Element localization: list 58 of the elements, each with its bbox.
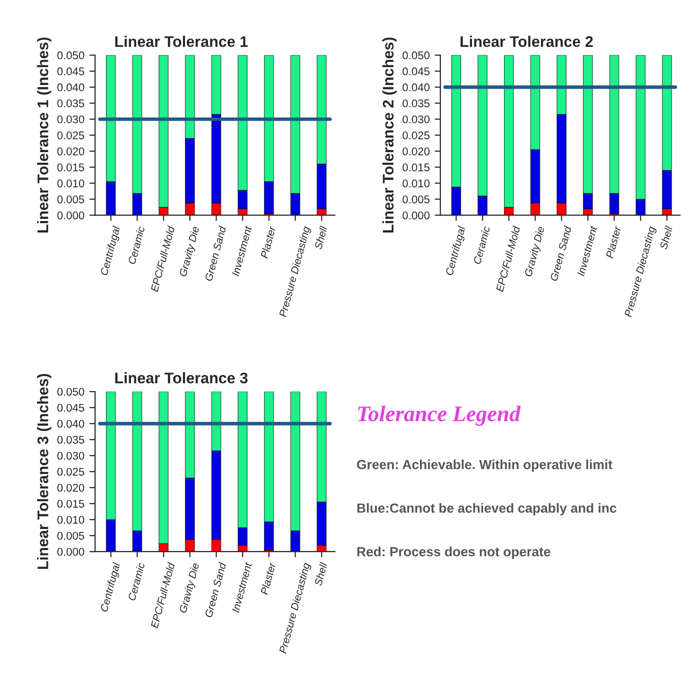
chart-title: Linear Tolerance 1 xyxy=(115,36,248,47)
y-tick-label: 0.040 xyxy=(57,420,84,428)
y-tick-label: 0.040 xyxy=(57,83,84,92)
x-tick-label: Plaster xyxy=(605,225,622,259)
y-tick-label: 0.020 xyxy=(402,147,430,156)
y-tick-label: 0.005 xyxy=(402,195,430,204)
y-tick-label: 0.030 xyxy=(57,452,84,460)
y-tick-label: 0.050 xyxy=(402,51,430,60)
x-tick-label: Ceramic xyxy=(128,226,145,264)
x-tick-label: Gravity Die xyxy=(178,562,202,614)
text: Red: Process does not operate xyxy=(357,546,550,559)
y-tick-label: 0.015 xyxy=(57,500,84,508)
y-tick-label: 0.000 xyxy=(57,211,84,220)
y-tick-label: 0.025 xyxy=(402,131,430,140)
y-tick-label: 0.030 xyxy=(402,115,430,124)
x-tick-label: Green Sand xyxy=(204,562,226,618)
text: Blue:Cannot be achieved capably and inc xyxy=(357,503,616,516)
y-tick-label: 0.035 xyxy=(402,99,430,108)
x-tick-label: Shell xyxy=(659,225,673,250)
y-tick-label: 0.025 xyxy=(57,468,84,476)
x-tick-label: Gravity Die xyxy=(524,226,546,278)
chart-title: Linear Tolerance 2 xyxy=(460,36,593,47)
y-tick-label: 0.005 xyxy=(57,195,84,204)
x-tick-label: Green Sand xyxy=(204,225,226,282)
y-tick-label: 0.015 xyxy=(57,163,84,172)
y-axis-title: Linear Tolerance 2 (Inches) xyxy=(382,38,397,232)
y-tick-label: 0.030 xyxy=(57,115,84,124)
y-tick-label: 0.000 xyxy=(57,548,84,556)
y-tick-label: 0.050 xyxy=(57,388,84,396)
y-tick-label: 0.005 xyxy=(57,532,84,540)
text: Tolerance Legend xyxy=(358,406,521,426)
chart-title: Linear Tolerance 3 xyxy=(115,372,248,384)
y-tick-label: 0.000 xyxy=(402,211,430,220)
y-tick-label: 0.035 xyxy=(57,99,84,108)
y-tick-label: 0.010 xyxy=(402,179,430,188)
x-tick-label: Shell xyxy=(314,562,328,586)
y-tick-label: 0.045 xyxy=(57,67,84,76)
y-tick-label: 0.045 xyxy=(402,67,430,76)
y-tick-label: 0.010 xyxy=(57,516,84,524)
x-tick-label: Plaster xyxy=(260,225,276,259)
y-tick-label: 0.010 xyxy=(57,179,84,188)
y-tick-label: 0.020 xyxy=(57,147,84,156)
y-tick-label: 0.035 xyxy=(57,436,84,444)
y-tick-label: 0.050 xyxy=(57,51,84,60)
text: Green: Achievable. Within operative limit xyxy=(357,460,612,472)
x-tick-label: Gravity Die xyxy=(178,226,202,278)
x-tick-label: Green Sand xyxy=(550,225,572,282)
x-tick-label: Ceramic xyxy=(128,562,145,601)
y-tick-label: 0.025 xyxy=(57,131,84,140)
y-axis-title: Linear Tolerance 1 (Inches) xyxy=(37,38,52,232)
y-tick-label: 0.020 xyxy=(57,484,84,492)
y-axis-title: Linear Tolerance 3 (Inches) xyxy=(37,374,52,569)
x-tick-label: Plaster xyxy=(260,562,276,596)
x-tick-label: Shell xyxy=(314,225,328,250)
y-tick-label: 0.045 xyxy=(57,404,84,412)
x-tick-label: Ceramic xyxy=(472,226,490,264)
y-tick-label: 0.040 xyxy=(402,83,430,92)
y-tick-label: 0.015 xyxy=(402,163,430,172)
